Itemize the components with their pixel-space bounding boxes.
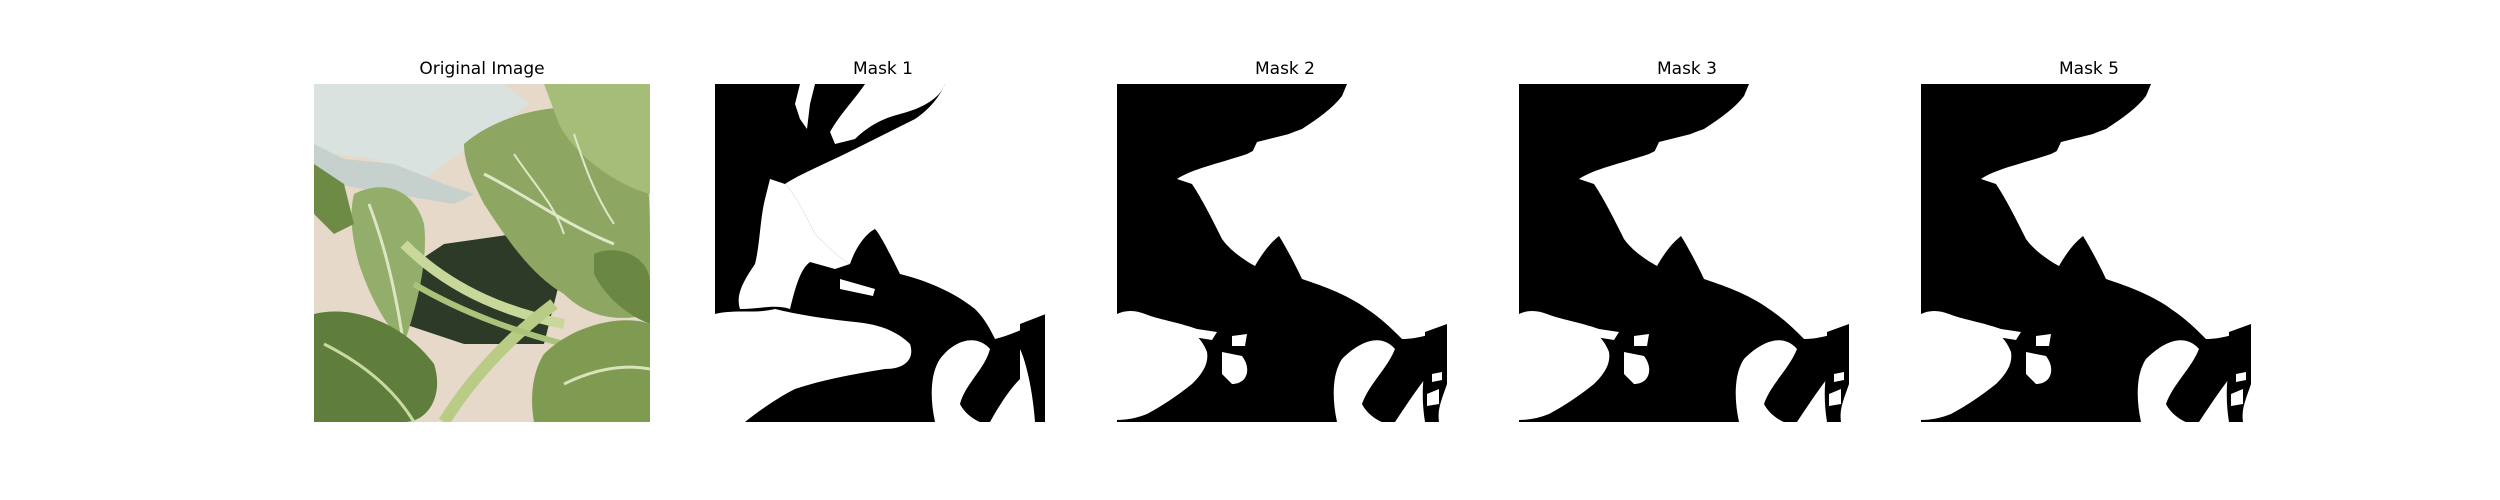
panel-title-mask-1: Mask 1: [852, 59, 913, 79]
mask-3-panel: [1519, 84, 1855, 422]
mask-5-panel: [1921, 84, 2257, 422]
mask-1-panel: [715, 84, 1051, 422]
panel-title-mask-5: Mask 5: [2058, 59, 2119, 79]
panel-title-mask-2: Mask 2: [1254, 59, 1315, 79]
mask-5-image: [1921, 84, 2257, 422]
original-image-panel: [314, 84, 650, 422]
mask-1-image: [715, 84, 1051, 422]
mask-2-panel: [1117, 84, 1453, 422]
original-image: [314, 84, 650, 422]
panel-title-mask-3: Mask 3: [1656, 59, 1717, 79]
mask-2-image: [1117, 84, 1453, 422]
mask-3-image: [1519, 84, 1855, 422]
panel-title-original-image: Original Image: [419, 59, 545, 79]
